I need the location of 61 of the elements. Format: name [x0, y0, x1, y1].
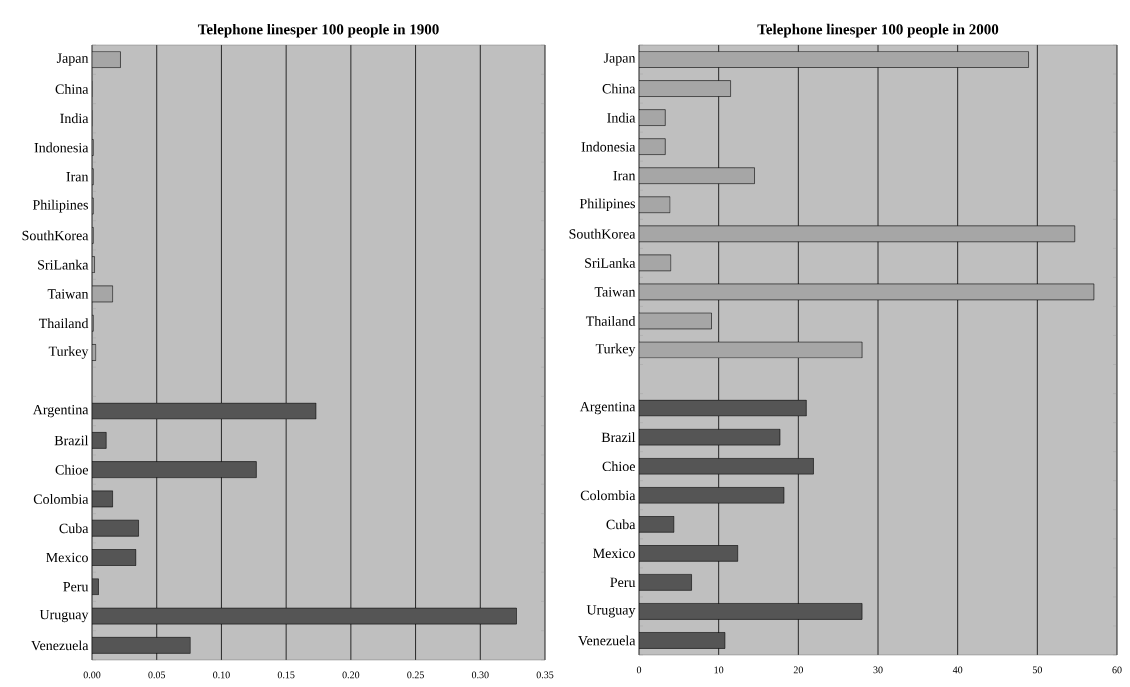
x-tick-label: 0	[636, 666, 642, 674]
bar	[92, 51, 121, 68]
x-tick-label: 30	[873, 666, 883, 674]
x-tick-label: 0.20	[342, 671, 360, 679]
y-tick-label: Mexico	[46, 552, 88, 563]
y-tick-label: SouthKorea	[22, 230, 89, 241]
x-tick-label: 0.05	[148, 671, 166, 679]
y-tick-label: Cuba	[59, 523, 89, 534]
y-tick-label: India	[607, 112, 636, 123]
x-tick-label: 50	[1032, 666, 1042, 674]
y-tick-label: Brazil	[601, 432, 636, 443]
y-tick-label: Argentina	[579, 401, 636, 415]
y-tick-label: Mexico	[593, 548, 635, 559]
bar	[92, 578, 99, 596]
x-tick-label: 20	[793, 666, 803, 674]
y-tick-label: Uruguay	[39, 609, 89, 623]
y-tick-label: Philipines	[579, 198, 635, 212]
x-tick-label: 0.30	[471, 671, 489, 679]
y-tick-label: Iran	[613, 171, 636, 181]
y-tick-label: Chioe	[55, 464, 88, 475]
y-tick-label: Argentina	[32, 404, 89, 418]
y-tick-label: China	[602, 83, 636, 94]
y-tick-label: Taiwan	[47, 289, 89, 299]
y-tick-label: Colombia	[580, 490, 636, 501]
y-tick-label: Iran	[66, 172, 89, 182]
chart-title: Telephone linesper 100 people in 1900	[197, 23, 439, 38]
chart-title: Telephone linesper 100 people in 2000	[757, 23, 999, 38]
y-tick-label: Venezuela	[31, 640, 89, 651]
y-tick-label: Peru	[63, 582, 89, 592]
x-tick-label: 10	[714, 666, 724, 674]
y-tick-label: India	[60, 113, 89, 124]
y-tick-label: SouthKorea	[569, 228, 636, 239]
y-tick-label: Philipines	[32, 199, 88, 213]
y-tick-label: Peru	[610, 577, 636, 588]
y-tick-label: Brazil	[54, 435, 89, 446]
y-tick-label: Thailand	[38, 318, 89, 329]
y-tick-label: SriLanka	[38, 259, 89, 270]
x-tick-label: 0.10	[213, 671, 230, 679]
x-tick-label: 0.00	[83, 671, 101, 679]
y-tick-label: Indonesia	[34, 142, 89, 153]
y-tick-label: Indonesia	[581, 141, 636, 152]
x-tick-label: 0.15	[277, 671, 295, 679]
x-tick-label: 0.25	[407, 671, 424, 679]
y-tick-label: Japan	[603, 53, 636, 66]
x-tick-label: 60	[1112, 666, 1122, 674]
y-tick-label: Japan	[56, 53, 89, 66]
y-tick-label: Cuba	[606, 519, 636, 530]
y-tick-label: Turkey	[595, 343, 636, 357]
y-tick-label: China	[55, 83, 89, 94]
bar	[92, 549, 137, 566]
y-tick-label: SriLanka	[585, 257, 636, 268]
y-tick-label: Colombia	[33, 493, 89, 504]
bar	[639, 515, 675, 533]
y-tick-label: Turkey	[48, 346, 89, 359]
y-tick-label: Venezuela	[578, 635, 636, 646]
y-tick-label: Chioe	[602, 461, 635, 472]
x-tick-label: 40	[952, 666, 963, 674]
y-tick-label: Taiwan	[594, 287, 636, 297]
y-tick-label: Thailand	[585, 316, 636, 326]
x-tick-label: 0.35	[536, 671, 554, 679]
y-tick-label: Uruguay	[586, 605, 636, 618]
